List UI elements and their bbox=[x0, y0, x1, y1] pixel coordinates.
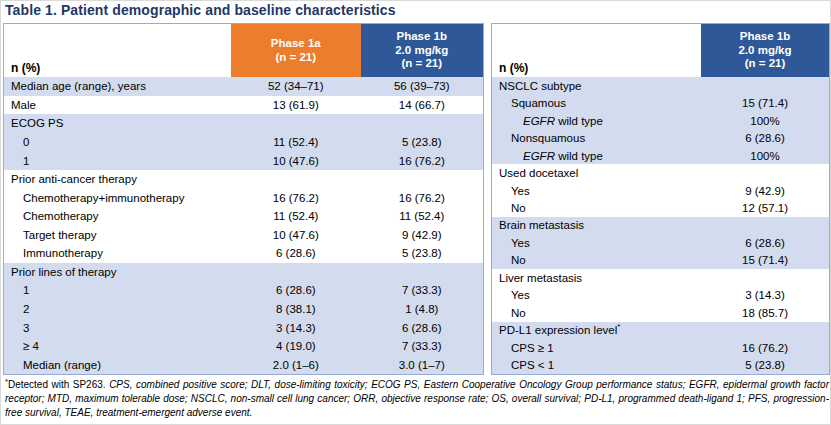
table-row: No12 (57.1) bbox=[492, 199, 829, 216]
table-row: Yes9 (42.9) bbox=[492, 182, 829, 199]
col-header-phase1b: Phase 1b 2.0 mg/kg (n = 21) bbox=[701, 24, 829, 77]
table-row: Immunotherapy6 (28.6)5 (23.8) bbox=[4, 244, 483, 263]
table-row: Median age (range), years52 (34–71)56 (3… bbox=[4, 77, 483, 96]
left-table-body: Median age (range), years52 (34–71)56 (3… bbox=[4, 77, 483, 374]
table-row: EGFR wild type100% bbox=[492, 112, 829, 129]
table-row: No18 (85.7) bbox=[492, 304, 829, 321]
table-row: 16 (28.6)7 (33.3) bbox=[4, 281, 483, 300]
table-row: 011 (52.4)5 (23.8) bbox=[4, 133, 483, 152]
table-row: ≥ 44 (19.0)7 (33.3) bbox=[4, 337, 483, 356]
table-row: Prior anti-cancer therapy bbox=[4, 170, 483, 189]
col-header-n-pct: n (%) bbox=[492, 24, 701, 77]
table-row: Median (range)2.0 (1–6)3.0 (1–7) bbox=[4, 355, 483, 374]
right-baseline-table: n (%) Phase 1b 2.0 mg/kg (n = 21) NSCLC … bbox=[491, 23, 830, 375]
right-table-header: n (%) Phase 1b 2.0 mg/kg (n = 21) bbox=[492, 24, 829, 77]
table-row: NSCLC subtype bbox=[492, 77, 829, 94]
table-row: PD-L1 expression level* bbox=[492, 322, 829, 339]
table-row: 33 (14.3)6 (28.6) bbox=[4, 318, 483, 337]
right-table-body: NSCLC subtype Squamous15 (71.4) EGFR wil… bbox=[492, 77, 829, 374]
table-row: ECOG PS bbox=[4, 114, 483, 133]
footnote-abbreviations: CPS, combined positive score; DLT, dose-… bbox=[5, 379, 829, 418]
table-row: Liver metastasis bbox=[492, 269, 829, 286]
table-row: CPS < 15 (23.8) bbox=[492, 357, 829, 374]
table-row: 110 (47.6)16 (76.2) bbox=[4, 151, 483, 170]
left-table-header: n (%) Phase 1a (n = 21) Phase 1b 2.0 mg/… bbox=[4, 24, 483, 77]
table-row: Used docetaxel bbox=[492, 164, 829, 181]
left-demographics-table: n (%) Phase 1a (n = 21) Phase 1b 2.0 mg/… bbox=[3, 23, 484, 375]
table-row: Nonsquamous6 (28.6) bbox=[492, 129, 829, 146]
table-row: EGFR wild type100% bbox=[492, 147, 829, 164]
col-header-phase1b: Phase 1b 2.0 mg/kg (n = 21) bbox=[361, 24, 483, 77]
figure-canvas: Table 1. Patient demographic and baselin… bbox=[0, 0, 831, 425]
table-row: Chemotherapy11 (52.4)11 (52.4) bbox=[4, 207, 483, 226]
table-row: CPS ≥ 116 (76.2) bbox=[492, 339, 829, 356]
table-row: Squamous15 (71.4) bbox=[492, 94, 829, 111]
table-row: Chemotherapy+immunotherapy16 (76.2)16 (7… bbox=[4, 188, 483, 207]
page-title: Table 1. Patient demographic and baselin… bbox=[5, 2, 396, 18]
footnote-lead: Detected with SP263. bbox=[8, 379, 106, 390]
footnote: *Detected with SP263. CPS, combined posi… bbox=[5, 378, 829, 419]
table-row: Target therapy10 (47.6)9 (42.9) bbox=[4, 226, 483, 245]
table-row: Brain metastasis bbox=[492, 217, 829, 234]
table-row: Yes6 (28.6) bbox=[492, 234, 829, 251]
table-row: No15 (71.4) bbox=[492, 252, 829, 269]
col-header-phase1a: Phase 1a (n = 21) bbox=[231, 24, 360, 77]
col-header-n-pct: n (%) bbox=[4, 24, 231, 77]
table-row: Prior lines of therapy bbox=[4, 263, 483, 282]
table-row: Male13 (61.9)14 (66.7) bbox=[4, 96, 483, 115]
table-row: 28 (38.1)1 (4.8) bbox=[4, 300, 483, 319]
table-row: Yes3 (14.3) bbox=[492, 287, 829, 304]
